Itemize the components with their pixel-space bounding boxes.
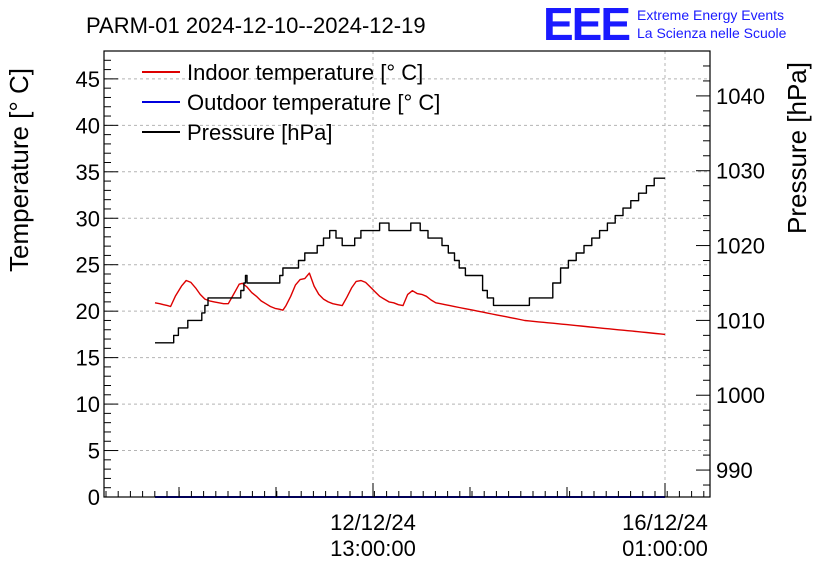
logo-mark: EEE: [543, 0, 629, 50]
legend-label-outdoor: Outdoor temperature [° C]: [187, 90, 440, 115]
y-axis-label: Temperature [° C]: [4, 68, 34, 272]
x-tick-time: 01:00:00: [622, 536, 708, 561]
y-tick-label: 40: [76, 113, 100, 138]
x-tick-time: 13:00:00: [330, 536, 416, 561]
y-tick-label: 0: [88, 485, 100, 510]
y-tick-label: 15: [76, 346, 100, 371]
y2-tick-label: 1020: [716, 234, 765, 259]
y2-tick-label: 1030: [716, 159, 765, 184]
legend: Indoor temperature [° C] Outdoor tempera…: [142, 60, 440, 145]
y2-tick-label: 1040: [716, 84, 765, 109]
y-tick-label: 5: [88, 439, 100, 464]
y2-axis-label: Pressure [hPa]: [782, 62, 812, 234]
series-line-pressure-hpa: [155, 177, 666, 344]
series-layer: [154, 177, 666, 498]
y2-tick-label: 1010: [716, 308, 765, 333]
y-tick-label: 45: [76, 67, 100, 92]
legend-label-pressure: Pressure [hPa]: [187, 120, 333, 145]
y-tick-label: 35: [76, 160, 100, 185]
axes: [103, 50, 711, 498]
legend-label-indoor: Indoor temperature [° C]: [187, 60, 423, 85]
x-tick-date: 12/12/24: [330, 510, 416, 535]
eee-logo: EEE Extreme Energy Events La Scienza nel…: [543, 0, 787, 50]
y-tick-label: 25: [76, 253, 100, 278]
y2-tick-label: 990: [716, 458, 753, 483]
logo-line1: Extreme Energy Events: [637, 7, 784, 23]
logo-line2: La Scienza nelle Scuole: [637, 25, 787, 41]
chart-title: PARM-01 2024-12-10--2024-12-19: [86, 13, 426, 38]
tick-labels: 0 5 10 15 20 25 30 35 40 45 990 1000 1010 1020 1030 104…: [76, 67, 765, 561]
y-tick-label: 20: [76, 299, 100, 324]
grid-lines: [104, 51, 710, 497]
y-tick-label: 10: [76, 392, 100, 417]
y2-tick-label: 1000: [716, 383, 765, 408]
x-tick-date: 16/12/24: [622, 510, 708, 535]
y-tick-label: 30: [76, 206, 100, 231]
tick-marks: [104, 50, 710, 498]
series-line-indoor-temperature-c: [154, 272, 666, 336]
plot-frame: [103, 50, 711, 498]
